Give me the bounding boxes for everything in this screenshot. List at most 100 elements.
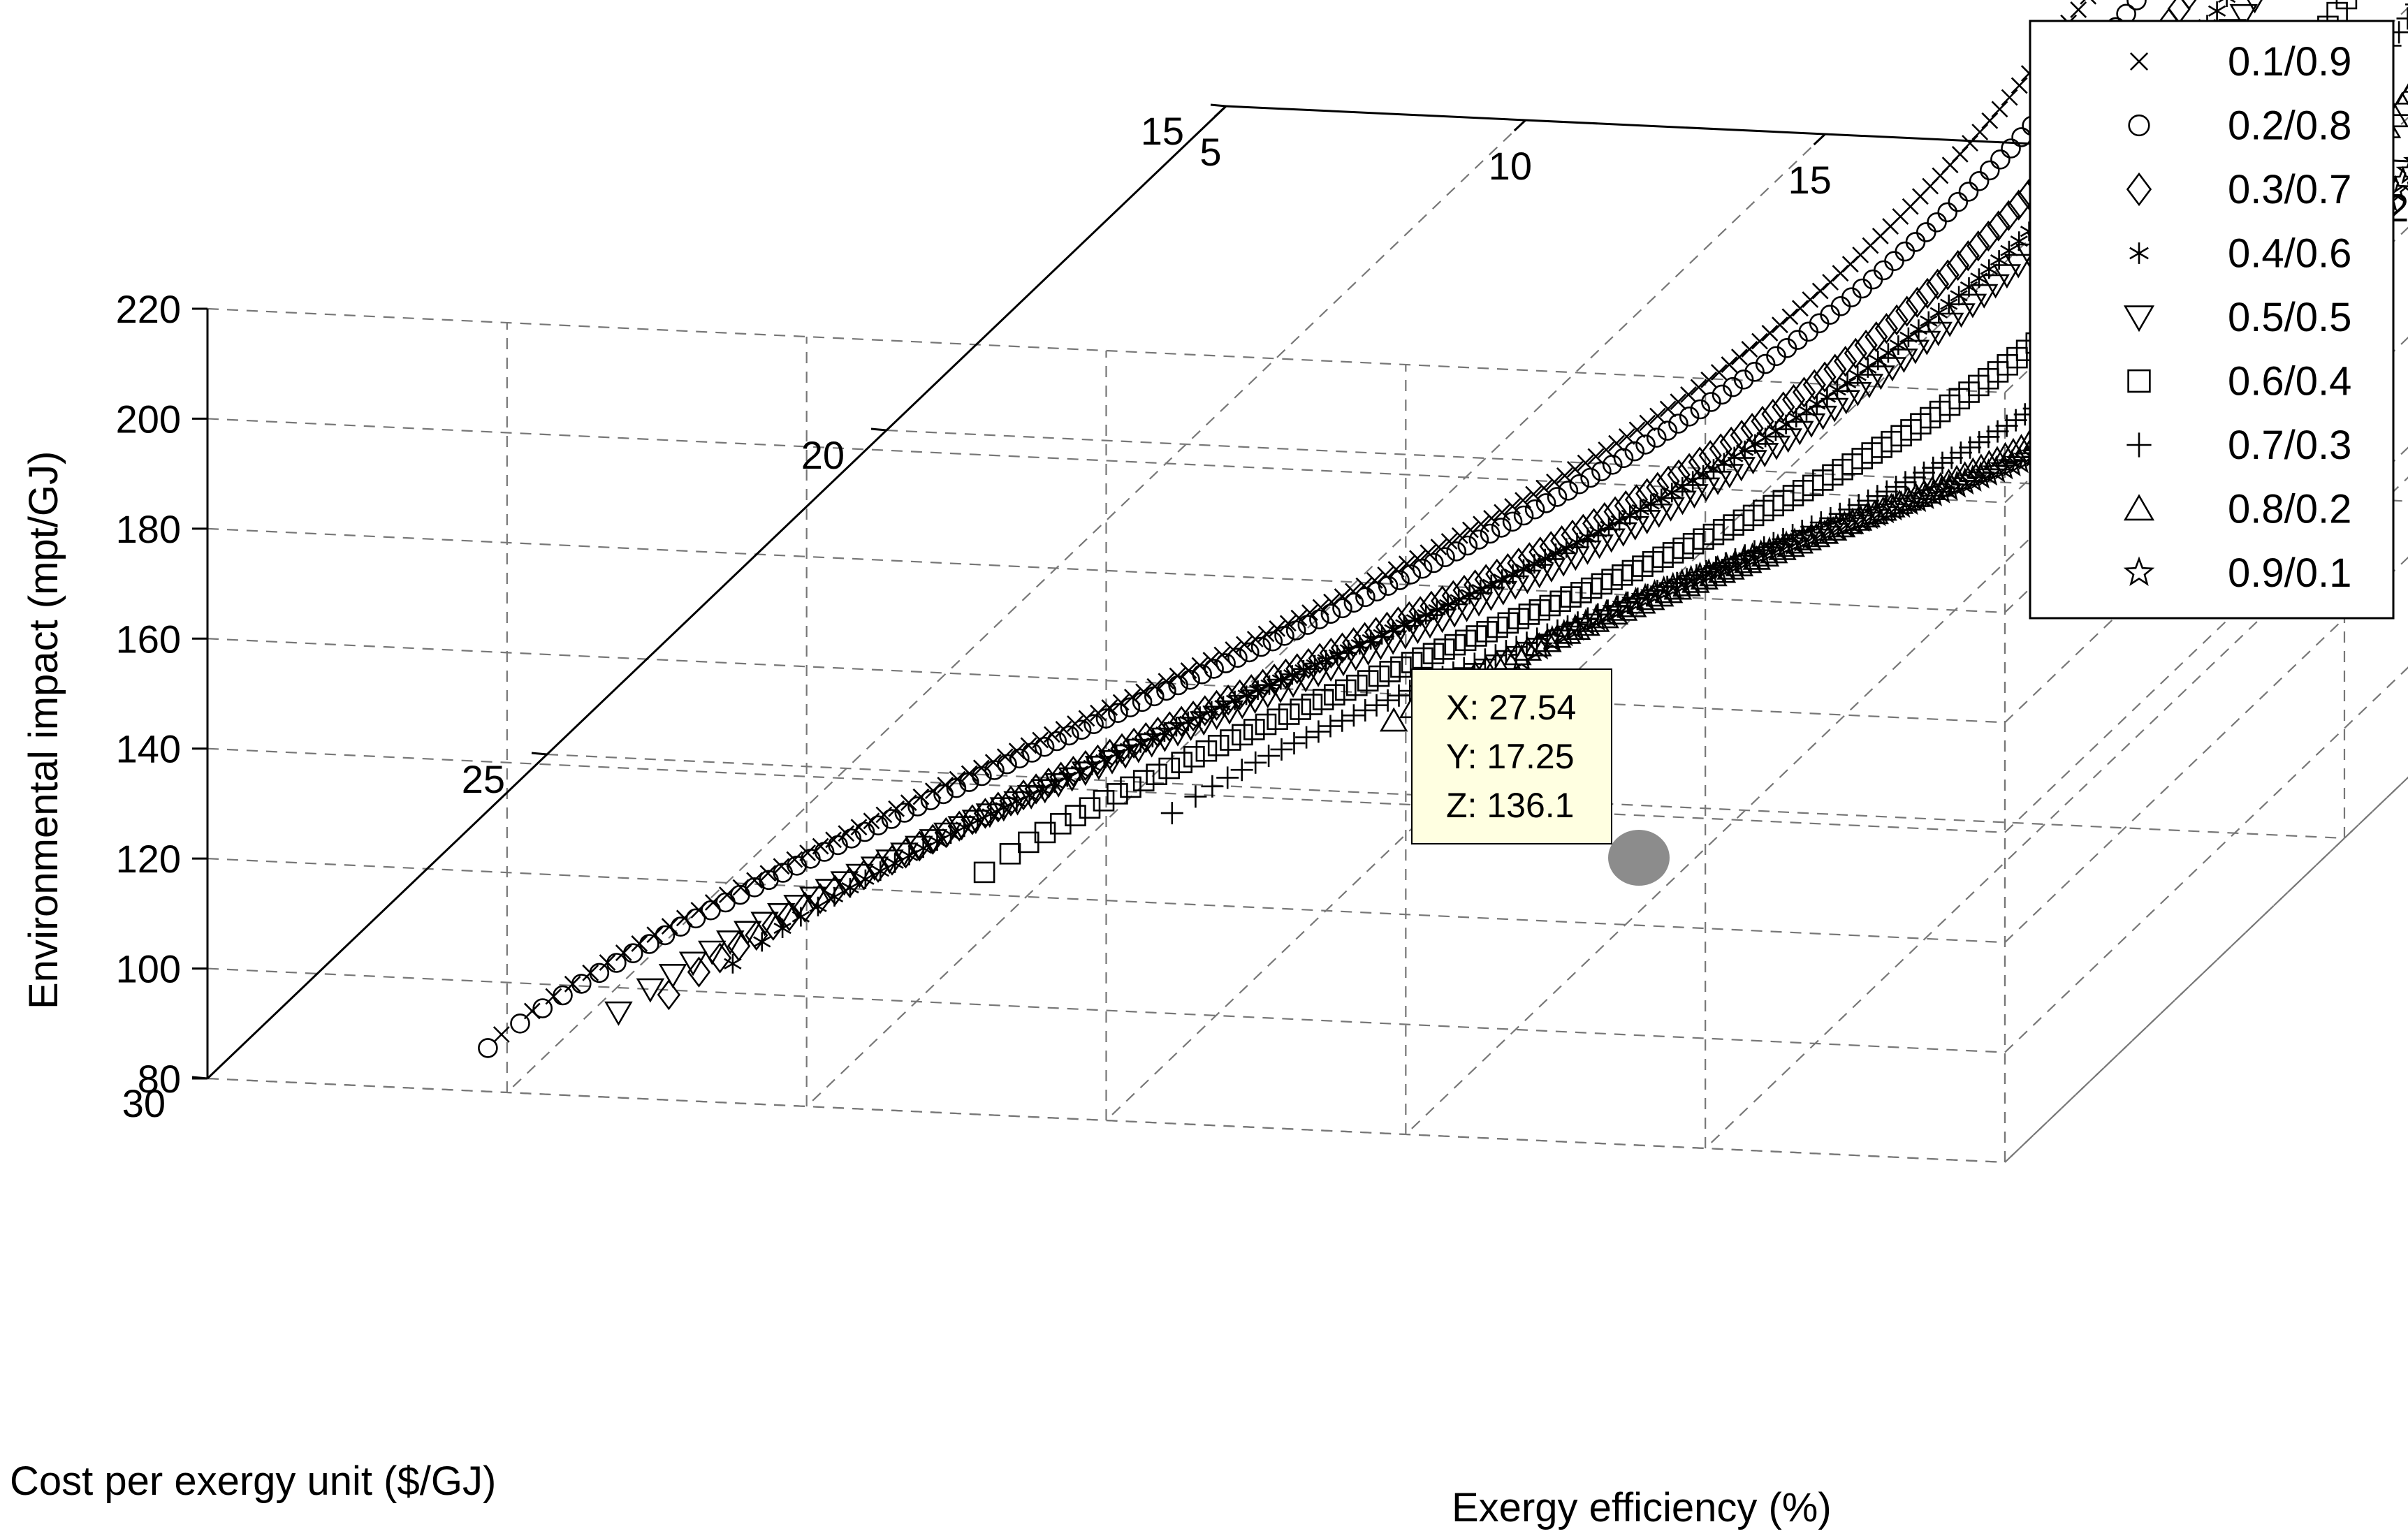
data-point [1741, 340, 1758, 358]
data-point [1602, 454, 1623, 475]
data-point [1854, 502, 1883, 529]
data-point [1301, 604, 1318, 622]
legend-label: 0.8/0.2 [2228, 487, 2351, 532]
data-point [1703, 555, 1732, 583]
data-point [1409, 550, 1426, 567]
data-point [1895, 487, 1924, 515]
data-point [1635, 478, 1659, 509]
data-point [1772, 391, 1795, 423]
data-point [1602, 594, 1631, 622]
data-point [2011, 77, 2028, 94]
data-point [1657, 420, 1678, 441]
data-point [1730, 419, 1753, 451]
data-point [1670, 393, 1687, 411]
data-point [1922, 456, 1945, 479]
data-point [1464, 592, 1494, 617]
x-axis-label: Exergy efficiency (%) [1452, 1485, 1832, 1530]
data-point [1916, 222, 1936, 242]
data-point [1093, 790, 1115, 812]
data-point [1243, 719, 1265, 740]
data-point [1730, 349, 1748, 366]
data-point [1207, 735, 1229, 756]
data-point [1058, 767, 1086, 792]
data-point [1012, 779, 1035, 811]
z-tick-label: 120 [116, 837, 181, 881]
data-point [1936, 259, 1960, 291]
data-point [1909, 319, 1928, 339]
data-point [1216, 653, 1236, 673]
data-point [1729, 545, 1758, 573]
data-point [1046, 731, 1067, 752]
data-point [2004, 409, 2027, 432]
data-point [1397, 601, 1421, 633]
data-point [1639, 414, 1656, 432]
datatip-point [1608, 830, 1670, 886]
data-point [1331, 709, 1354, 732]
data-point [532, 998, 553, 1018]
data-point [1549, 552, 1578, 577]
data-point [1791, 300, 1809, 317]
data-point [1969, 170, 1990, 191]
data-point [1269, 620, 1286, 637]
data-point [1870, 496, 1900, 524]
data-point [1444, 634, 1466, 656]
data-point [1312, 689, 1334, 710]
data-point [1894, 471, 1917, 494]
data-point [773, 863, 793, 883]
data-point [1549, 618, 1579, 647]
data-point [1079, 797, 1101, 819]
data-point [1433, 638, 1455, 660]
data-point [1582, 604, 1611, 631]
x-tick-mark [1213, 105, 1227, 118]
data-point [1865, 321, 1888, 353]
data-point [1677, 564, 1706, 592]
data-point [1452, 597, 1481, 622]
data-point [1451, 527, 1468, 544]
data-point [1279, 615, 1297, 632]
data-point [1886, 490, 1916, 518]
legend: 0.1/0.9 0.2/0.8 0.3/0.7 0.4/0.6 0.5/0.5 0.6/0… [2029, 20, 2395, 620]
data-point [1267, 708, 1288, 730]
data-point [1685, 561, 1715, 589]
data-point [1948, 191, 1969, 212]
data-point [1712, 551, 1741, 579]
data-point [1457, 535, 1478, 556]
data-point [1324, 684, 1345, 706]
data-point [622, 943, 643, 963]
data-point [999, 843, 1021, 865]
data-point [1621, 515, 1649, 541]
data-point [1192, 664, 1212, 685]
data-point [1144, 686, 1165, 707]
data-point [1034, 736, 1055, 757]
data-point [1958, 464, 1987, 492]
data-point [1398, 555, 1415, 573]
data-point [1180, 669, 1200, 690]
data-point [875, 849, 904, 875]
data-point [860, 856, 889, 882]
data-point [1151, 727, 1179, 752]
data-point [1501, 575, 1530, 600]
data-point [1304, 662, 1333, 687]
data-point [2395, 83, 2408, 105]
data-point [1228, 694, 1257, 719]
data-point [1352, 622, 1377, 653]
data-point [678, 951, 708, 977]
data-point [852, 859, 876, 891]
data-point [1309, 609, 1329, 630]
data-point [1905, 286, 1929, 318]
data-point [783, 895, 812, 919]
data-point [841, 828, 862, 849]
data-point [759, 865, 777, 882]
data-point [1290, 698, 1311, 720]
data-point [1751, 332, 1768, 350]
data-point [1120, 776, 1141, 798]
data-point [1580, 467, 1600, 488]
data-point [1679, 406, 1700, 427]
z-axis-label: Environmental impact (mpt/GJ) [21, 451, 66, 1009]
data-point [1412, 558, 1433, 579]
data-point [1990, 149, 2011, 170]
data-point [1591, 461, 1612, 482]
data-point [1646, 427, 1667, 448]
data-point [1524, 631, 1554, 660]
data-point [1700, 371, 1718, 388]
